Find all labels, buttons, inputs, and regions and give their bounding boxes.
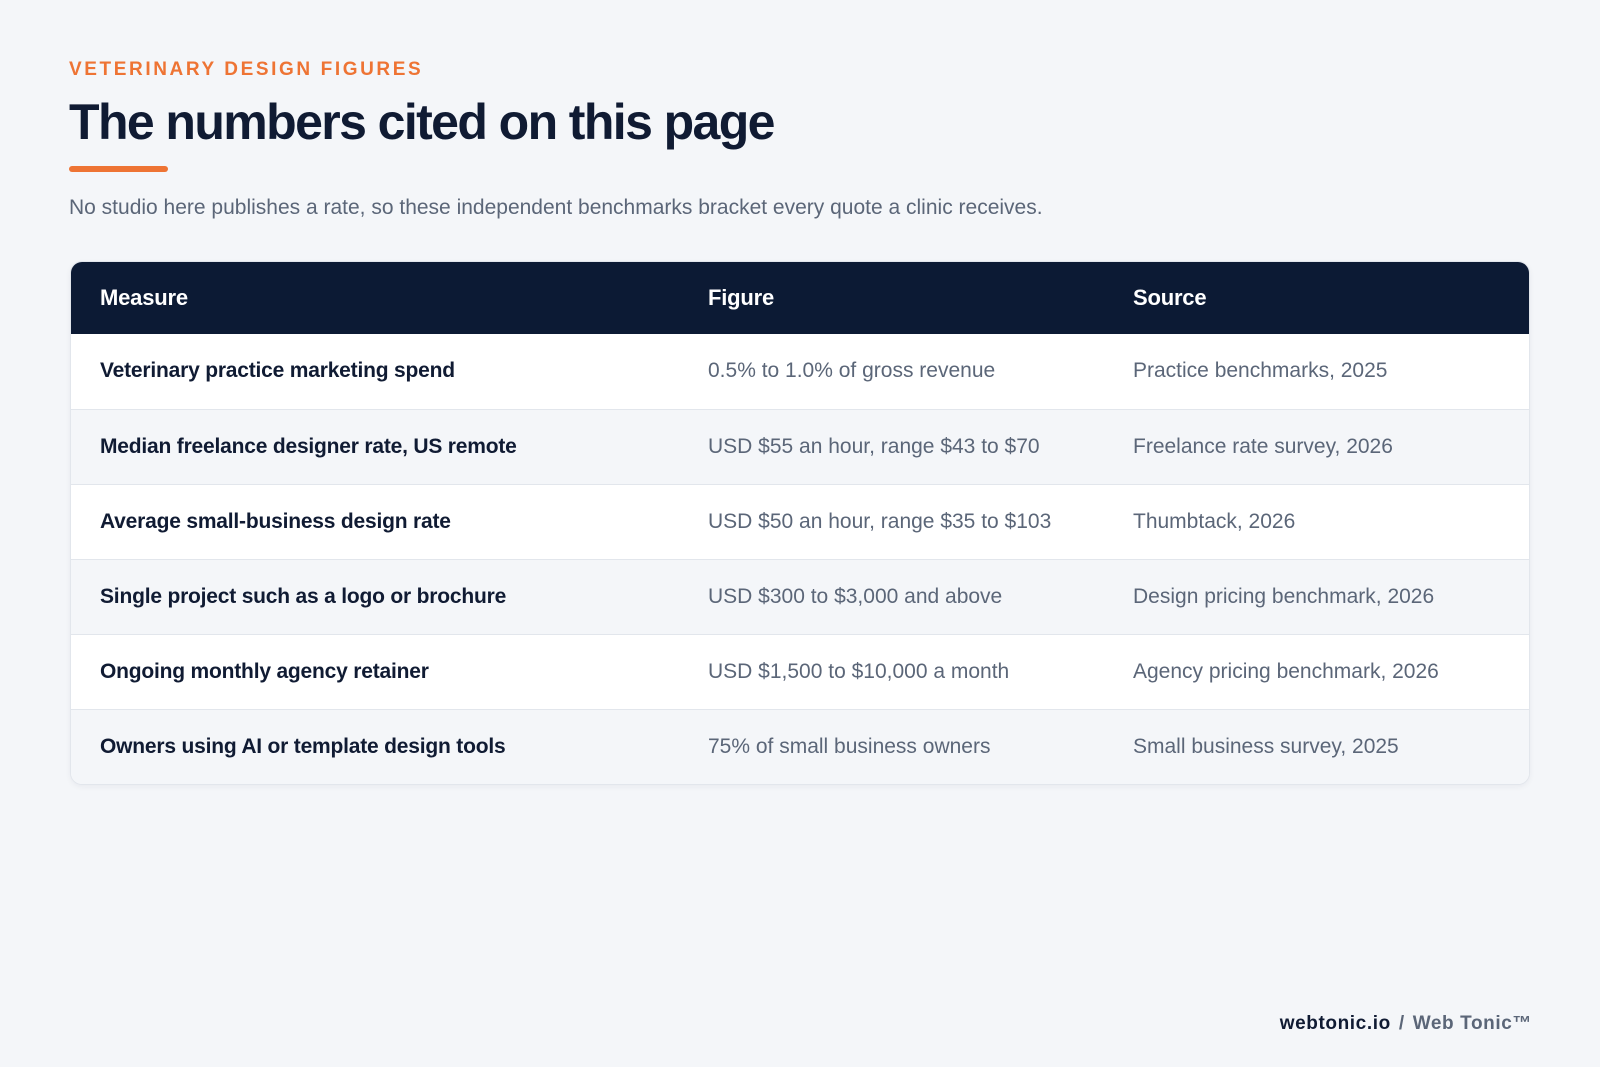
cell-measure: Ongoing monthly agency retainer: [100, 659, 429, 683]
table-row: Owners using AI or template design tools…: [71, 709, 1529, 784]
footer-credit: webtonic.io / Web Tonic™: [1280, 1013, 1532, 1035]
column-header-figure: Figure: [708, 285, 775, 310]
cell-measure: Single project such as a logo or brochur…: [100, 584, 507, 608]
page-subtitle: No studio here publishes a rate, so thes…: [69, 196, 1043, 219]
cell-source: Practice benchmarks, 2025: [1133, 359, 1388, 383]
table-row: Average small-business design rate USD $…: [71, 484, 1529, 559]
page-title: The numbers cited on this page: [69, 94, 775, 150]
cell-figure: USD $55 an hour, range $43 to $70: [708, 434, 1040, 458]
table-row: Veterinary practice marketing spend 0.5%…: [71, 334, 1529, 409]
table-header: Measure Figure Source: [71, 262, 1529, 334]
column-header-source: Source: [1133, 285, 1207, 310]
cell-figure: USD $50 an hour, range $35 to $103: [708, 509, 1052, 533]
eyebrow-label: VETERINARY DESIGN FIGURES: [69, 59, 424, 80]
table-header-row: Measure Figure Source: [71, 262, 1529, 334]
title-underline: [69, 166, 168, 172]
table-row: Median freelance designer rate, US remot…: [71, 409, 1529, 484]
column-header-measure: Measure: [100, 285, 188, 310]
cell-figure: USD $1,500 to $10,000 a month: [708, 659, 1010, 683]
cell-measure: Veterinary practice marketing spend: [100, 359, 455, 383]
table-row: Single project such as a logo or brochur…: [71, 559, 1529, 634]
cell-figure: USD $300 to $3,000 and above: [708, 584, 1003, 608]
cell-source: Design pricing benchmark, 2026: [1133, 584, 1435, 608]
cell-figure: 0.5% to 1.0% of gross revenue: [708, 359, 996, 383]
table-body: Veterinary practice marketing spend 0.5%…: [71, 334, 1529, 784]
footer-separator: /: [1398, 1013, 1405, 1034]
cell-measure: Owners using AI or template design tools: [100, 734, 506, 758]
cell-source: Thumbtack, 2026: [1133, 509, 1296, 533]
cell-source: Agency pricing benchmark, 2026: [1133, 659, 1439, 683]
cell-measure: Median freelance designer rate, US remot…: [100, 434, 517, 458]
benchmarks-table-card: Measure Figure Source Veterinary practic…: [70, 261, 1530, 785]
benchmarks-table: Measure Figure Source Veterinary practic…: [71, 262, 1529, 784]
cell-figure: 75% of small business owners: [708, 734, 991, 758]
cell-measure: Average small-business design rate: [100, 509, 451, 533]
table-row: Ongoing monthly agency retainer USD $1,5…: [71, 634, 1529, 709]
cell-source: Freelance rate survey, 2026: [1133, 434, 1393, 458]
footer-domain: webtonic.io: [1279, 1013, 1391, 1034]
footer-brand: Web Tonic™: [1412, 1013, 1532, 1034]
cell-source: Small business survey, 2025: [1133, 734, 1399, 758]
